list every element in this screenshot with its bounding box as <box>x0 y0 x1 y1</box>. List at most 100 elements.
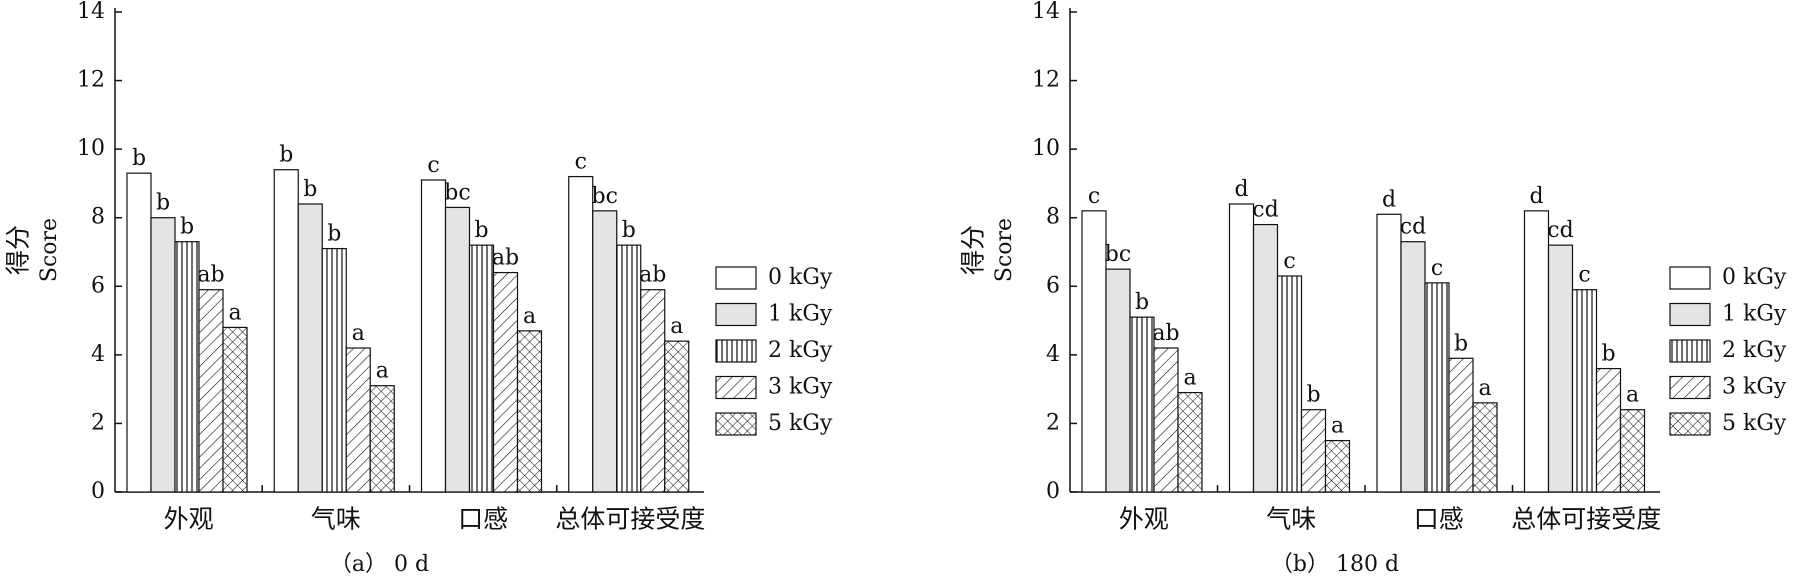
legend-swatch <box>1669 266 1711 290</box>
bar-label: bc <box>592 184 618 209</box>
bar-label: c <box>1578 263 1590 288</box>
bar <box>568 175 594 493</box>
x-tick-label: 气味 <box>1266 505 1316 534</box>
bar <box>1619 409 1646 493</box>
bar-label: b <box>327 222 341 247</box>
bar <box>345 347 371 493</box>
legend-swatch <box>1669 302 1711 327</box>
bar-label: d <box>1529 184 1543 209</box>
y-tick-label: 8 <box>1046 205 1060 230</box>
bar-label: a <box>1626 383 1639 408</box>
bar <box>1081 210 1107 493</box>
legend-label: 1 kGy <box>1722 302 1787 327</box>
bar-label: c <box>1088 184 1100 209</box>
bar <box>1595 367 1622 493</box>
legend-swatch <box>1669 412 1711 436</box>
bar-label: c <box>575 150 587 175</box>
bar <box>1276 275 1303 493</box>
bar <box>1376 213 1402 493</box>
legend-label: 3 kGy <box>768 375 833 400</box>
bar <box>198 289 224 493</box>
legend-label: 0 kGy <box>768 265 833 290</box>
bar <box>174 241 200 493</box>
bar <box>1523 210 1550 493</box>
y-tick-label: 6 <box>91 273 105 298</box>
bar-label: b <box>622 218 636 243</box>
bar-label: b <box>180 215 194 240</box>
legend-label: 1 kGy <box>768 302 833 327</box>
bar <box>664 340 690 493</box>
bar <box>468 244 495 493</box>
bar-label: a <box>1331 414 1344 439</box>
bar <box>1129 316 1155 493</box>
legend-label: 2 kGy <box>1722 338 1787 363</box>
bar <box>297 203 323 493</box>
bar <box>640 289 666 493</box>
bar <box>1177 391 1203 493</box>
bar <box>1324 439 1351 493</box>
legend-swatch <box>715 412 757 436</box>
y-tick-label: 4 <box>91 342 105 367</box>
bar-label: a <box>1478 376 1491 401</box>
caption: （a） 0 d <box>330 552 429 577</box>
y-tick-label: 12 <box>1032 68 1060 93</box>
y-tick-label: 0 <box>1046 479 1060 504</box>
y-tick-label: 8 <box>91 205 105 230</box>
bar-label: b <box>279 143 293 168</box>
bar-label: bc <box>444 180 470 205</box>
bar-label: cd <box>1252 198 1278 223</box>
legend-swatch <box>715 339 757 363</box>
bar-label: a <box>523 304 536 329</box>
bar-label: ab <box>639 263 666 288</box>
bar <box>444 206 471 493</box>
x-tick-label: 外观 <box>1119 505 1169 534</box>
y-tick-label: 12 <box>77 68 105 93</box>
y-tick-label: 2 <box>91 410 105 435</box>
bar <box>1300 409 1327 493</box>
bar-label: b <box>1454 331 1468 356</box>
bar-label: c <box>427 153 439 178</box>
bar-label: cd <box>1400 215 1426 240</box>
bar <box>420 179 447 493</box>
bar <box>1105 268 1131 493</box>
bar <box>321 247 347 493</box>
legend-label: 2 kGy <box>768 338 833 363</box>
bar-label: a <box>376 359 389 384</box>
bar <box>369 385 395 493</box>
y-axis-label: 得分 <box>4 225 33 275</box>
bar <box>516 330 543 493</box>
legend-label: 3 kGy <box>1722 375 1787 400</box>
x-tick-label: 气味 <box>311 505 361 534</box>
bar <box>1571 289 1598 493</box>
bar <box>1448 357 1474 493</box>
y-tick-label: 2 <box>1046 410 1060 435</box>
legend-swatch <box>1669 375 1711 400</box>
x-tick-label: 总体可接受度 <box>555 505 705 534</box>
y-tick-label: 10 <box>77 136 105 161</box>
legend-swatch <box>715 302 757 327</box>
legend-swatch <box>1669 339 1711 363</box>
legend-label: 5 kGy <box>1722 411 1787 436</box>
legend-label: 0 kGy <box>1722 265 1787 290</box>
bar-label: b <box>303 177 317 202</box>
bar-label: a <box>228 300 241 325</box>
bar <box>273 169 299 493</box>
x-tick-label: 总体可接受度 <box>1511 505 1661 534</box>
bar-label: a <box>1183 366 1196 391</box>
legend-label: 5 kGy <box>768 411 833 436</box>
bar <box>126 172 152 493</box>
y-axis-label-en: Score <box>992 218 1017 282</box>
y-axis-label-en: Score <box>37 218 62 282</box>
bar-label: bc <box>1105 242 1131 267</box>
bar-label: ab <box>492 246 519 271</box>
legend-swatch <box>715 266 757 290</box>
bar-label: b <box>132 146 146 171</box>
bar-label: b <box>1601 342 1615 367</box>
y-axis-label: 得分 <box>959 225 988 275</box>
bar <box>222 326 248 493</box>
bar <box>1424 282 1450 493</box>
x-tick-label: 口感 <box>458 505 508 534</box>
bar <box>492 271 519 493</box>
bar-label: b <box>1135 290 1149 315</box>
